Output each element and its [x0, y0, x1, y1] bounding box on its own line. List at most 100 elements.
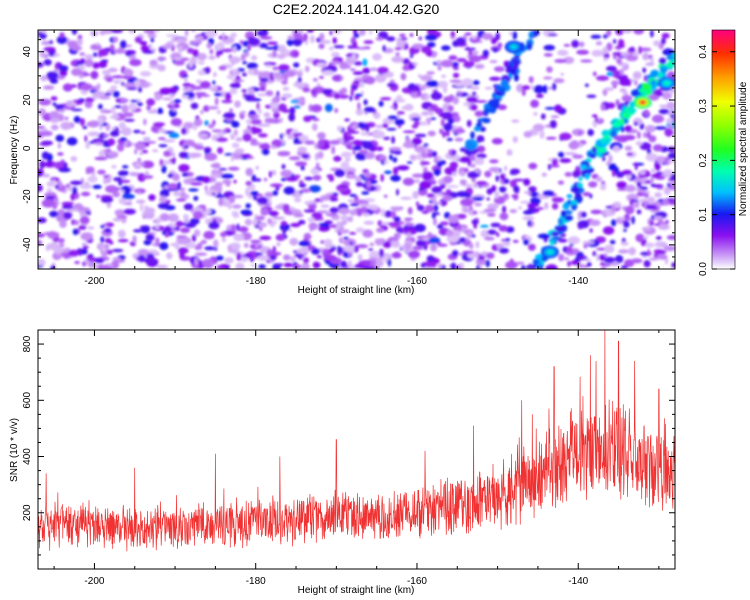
- heatmap-cell: [125, 51, 132, 57]
- heatmap-cell: [112, 191, 121, 198]
- heatmap-cell: [144, 257, 157, 264]
- heatmap-cell: [298, 183, 307, 188]
- heatmap-cell: [468, 55, 482, 63]
- heatmap-cell: [83, 73, 91, 76]
- heatmap-cell: [104, 238, 112, 244]
- heatmap-cell: [172, 173, 180, 182]
- heatmap-cell: [543, 53, 553, 57]
- heatmap-cell: [390, 175, 401, 182]
- heatmap-cell: [331, 145, 336, 155]
- heatmap-cell: [495, 32, 501, 41]
- heatmap-band-cell: [508, 61, 515, 66]
- heatmap-cell: [411, 117, 421, 121]
- heatmap-cell: [288, 128, 294, 132]
- heatmap-cell: [449, 79, 463, 83]
- heatmap-cell: [241, 110, 246, 115]
- heatmap-cell: [612, 85, 617, 89]
- heatmap-cell: [242, 133, 252, 142]
- heatmap-cell: [490, 37, 497, 45]
- heatmap-cell: [430, 117, 436, 120]
- heatmap-cell: [384, 170, 392, 175]
- heatmap-cell: [220, 48, 234, 53]
- heatmap-cell: [610, 80, 620, 86]
- heatmap-cell: [528, 186, 537, 193]
- heatmap-cell: [242, 60, 248, 65]
- heatmap-cell: [140, 131, 146, 135]
- heatmap-cell: [475, 241, 480, 249]
- heatmap-cell: [217, 131, 224, 137]
- heatmap-cell: [256, 215, 265, 221]
- heatmap-cell: [394, 233, 399, 238]
- heatmap-cell: [527, 202, 537, 208]
- heatmap-cell: [481, 33, 494, 40]
- heatmap-cell: [636, 209, 642, 215]
- heatmap-cell: [501, 238, 506, 242]
- heatmap-cell: [228, 56, 241, 64]
- heatmap-cell: [592, 71, 597, 77]
- heatmap-cell: [213, 71, 217, 78]
- heatmap-cell: [157, 202, 170, 210]
- heatmap-cell: [189, 61, 194, 66]
- heatmap-cell: [386, 127, 397, 131]
- heatmap-cell: [217, 147, 224, 154]
- heatmap-cell: [616, 181, 627, 189]
- heatmap-cell: [254, 243, 260, 248]
- heatmap-cell: [159, 195, 167, 204]
- heatmap-cell: [461, 78, 473, 87]
- heatmap-cell: [277, 151, 291, 157]
- heatmap-cell: [87, 131, 100, 137]
- heatmap-cell: [204, 185, 208, 192]
- heatmap-cell: [643, 260, 651, 268]
- heatmap-cell: [403, 64, 409, 69]
- heatmap-cell: [602, 46, 608, 55]
- colorbar-tick-label: 0.4: [698, 44, 709, 58]
- heatmap-cell: [605, 65, 617, 72]
- heatmap-cell: [483, 208, 497, 213]
- colorbar-tick-label: 0.1: [698, 207, 709, 221]
- heatmap-cell: [409, 54, 414, 59]
- heatmap-cell: [129, 172, 139, 175]
- heatmap-cells: [38, 30, 675, 269]
- heatmap-cell: [277, 53, 286, 60]
- heatmap-cell: [408, 250, 420, 259]
- heatmap-cell: [329, 60, 340, 65]
- heatmap-cell: [502, 241, 511, 247]
- heatmap-cell: [596, 75, 609, 81]
- heatmap-cell: [78, 224, 87, 230]
- heatmap-cell: [469, 242, 474, 250]
- heatmap-cell: [40, 75, 48, 82]
- heatmap-cell: [251, 264, 255, 267]
- heatmap-cell: [479, 224, 489, 228]
- heatmap-cell: [298, 219, 306, 225]
- heatmap-cell: [261, 148, 270, 156]
- heatmap-cell: [414, 145, 427, 153]
- heatmap-cell: [121, 193, 135, 200]
- heatmap-cell: [107, 138, 116, 146]
- heatmap-cell: [630, 258, 643, 264]
- heatmap-cell: [109, 115, 120, 119]
- heatmap-cell: [154, 225, 160, 230]
- heatmap-cell: [474, 157, 485, 165]
- heatmap-cell: [484, 236, 495, 241]
- heatmap-cell: [476, 135, 485, 141]
- heatmap-cell: [577, 224, 583, 230]
- y-tick-label: -40: [22, 237, 33, 252]
- heatmap-band-cell: [500, 79, 509, 89]
- heatmap-cell: [240, 209, 252, 215]
- heatmap-cell: [272, 49, 277, 58]
- y-tick-label: 0: [22, 145, 33, 151]
- heatmap-cell: [114, 209, 126, 217]
- heatmap-cell: [623, 228, 627, 232]
- heatmap-cell: [196, 92, 202, 99]
- heatmap-cell: [231, 211, 239, 216]
- heatmap-cell: [169, 86, 177, 95]
- snr-frame: [37, 329, 676, 570]
- heatmap-cell: [250, 190, 259, 196]
- heatmap-cell: [290, 222, 301, 228]
- heatmap-cell: [351, 53, 357, 61]
- heatmap-band-cell: [577, 182, 583, 188]
- heatmap-cell: [654, 243, 661, 248]
- heatmap-cell: [224, 257, 234, 264]
- heatmap-cell: [580, 211, 587, 218]
- heatmap-cell: [69, 180, 83, 186]
